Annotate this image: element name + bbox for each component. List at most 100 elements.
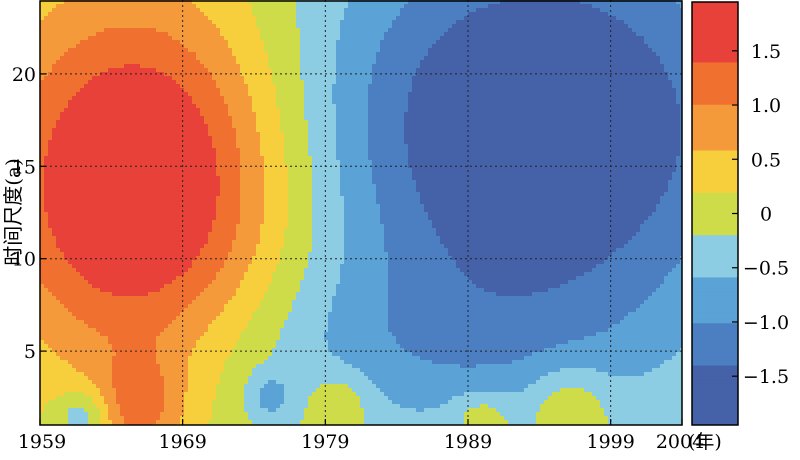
heatmap-cell	[204, 60, 209, 65]
heatmap-cell	[76, 268, 81, 273]
heatmap-cell	[216, 288, 221, 293]
heatmap-cell	[40, 236, 45, 241]
heatmap-cell	[144, 176, 149, 181]
heatmap-cell	[136, 56, 141, 61]
heatmap-cell	[128, 56, 133, 61]
heatmap-cell	[92, 176, 97, 181]
heatmap-cell	[60, 60, 65, 65]
heatmap-cell	[184, 396, 189, 401]
heatmap-cell	[188, 24, 193, 29]
heatmap-cell	[48, 60, 53, 65]
heatmap-cell	[224, 112, 229, 117]
heatmap-cell	[200, 264, 205, 269]
heatmap-cell	[76, 276, 81, 281]
heatmap-cell	[96, 120, 101, 125]
heatmap-cell	[40, 0, 45, 5]
heatmap-cell	[72, 396, 77, 401]
heatmap-cell	[96, 196, 101, 201]
heatmap-cell	[68, 220, 73, 225]
heatmap-cell	[56, 340, 61, 345]
heatmap-cell	[52, 204, 57, 209]
heatmap-cell	[164, 388, 169, 393]
heatmap-cell	[164, 264, 169, 269]
heatmap-cell	[204, 76, 209, 81]
heatmap-cell	[48, 68, 53, 73]
heatmap-cell	[68, 196, 73, 201]
heatmap-cell	[72, 112, 77, 117]
heatmap-cell	[200, 416, 205, 421]
heatmap-cell	[220, 204, 225, 209]
heatmap-cell	[108, 196, 113, 201]
heatmap-cell	[132, 44, 137, 49]
heatmap-cell	[68, 160, 73, 165]
heatmap-cell	[40, 320, 45, 325]
heatmap-cell	[108, 92, 113, 97]
heatmap-cell	[84, 292, 89, 297]
heatmap-cell	[188, 376, 193, 381]
heatmap-cell	[76, 344, 81, 349]
heatmap-cell	[84, 240, 89, 245]
heatmap-cell	[80, 168, 85, 173]
heatmap-cell	[44, 4, 49, 9]
heatmap-cell	[224, 264, 229, 269]
heatmap-cell	[204, 216, 209, 221]
heatmap-cell	[104, 272, 109, 277]
heatmap-cell	[68, 192, 73, 197]
heatmap-cell	[84, 64, 89, 69]
heatmap-cell	[80, 72, 85, 77]
heatmap-cell	[156, 416, 161, 421]
heatmap-cell	[220, 332, 225, 337]
heatmap-cell	[84, 132, 89, 137]
heatmap-cell	[184, 132, 189, 137]
heatmap-cell	[208, 208, 213, 213]
heatmap-cell	[84, 120, 89, 125]
heatmap-cell	[156, 112, 161, 117]
heatmap-cell	[128, 104, 133, 109]
heatmap-cell	[204, 32, 209, 37]
heatmap-cell	[184, 144, 189, 149]
heatmap-cell	[80, 128, 85, 133]
heatmap-cell	[92, 304, 97, 309]
heatmap-cell	[76, 328, 81, 333]
heatmap-cell	[148, 20, 153, 25]
heatmap-cell	[92, 348, 97, 353]
heatmap-cell	[168, 344, 173, 349]
heatmap-cell	[116, 392, 121, 397]
heatmap-cell	[140, 288, 145, 293]
heatmap-cell	[44, 224, 49, 229]
heatmap-cell	[92, 164, 97, 169]
heatmap-cell	[64, 344, 69, 349]
heatmap-cell	[156, 384, 161, 389]
heatmap-cell	[200, 32, 205, 37]
heatmap-cell	[108, 364, 113, 369]
heatmap-cell	[156, 212, 161, 217]
heatmap-cell	[96, 244, 101, 249]
heatmap-cell	[56, 224, 61, 229]
heatmap-cell	[52, 64, 57, 69]
heatmap-cell	[52, 284, 57, 289]
heatmap-cell	[208, 388, 213, 393]
heatmap-cell	[136, 196, 141, 201]
heatmap-cell	[160, 332, 165, 337]
heatmap-cell	[208, 60, 213, 65]
heatmap-cell	[96, 68, 101, 73]
heatmap-cell	[120, 16, 125, 21]
heatmap-cell	[100, 272, 105, 277]
heatmap-cell	[200, 72, 205, 77]
heatmap-cell	[52, 228, 57, 233]
heatmap-cell	[84, 332, 89, 337]
heatmap-cell	[52, 244, 57, 249]
heatmap-cell	[48, 20, 53, 25]
heatmap-cell	[176, 228, 181, 233]
heatmap-cell	[96, 72, 101, 77]
heatmap-cell	[128, 160, 133, 165]
heatmap-cell	[80, 228, 85, 233]
heatmap-cell	[188, 60, 193, 65]
heatmap-cell	[136, 284, 141, 289]
heatmap-cell	[160, 344, 165, 349]
heatmap-cell	[112, 316, 117, 321]
heatmap-cell	[80, 420, 85, 425]
heatmap-cell	[116, 128, 121, 133]
heatmap-cell	[124, 40, 129, 45]
